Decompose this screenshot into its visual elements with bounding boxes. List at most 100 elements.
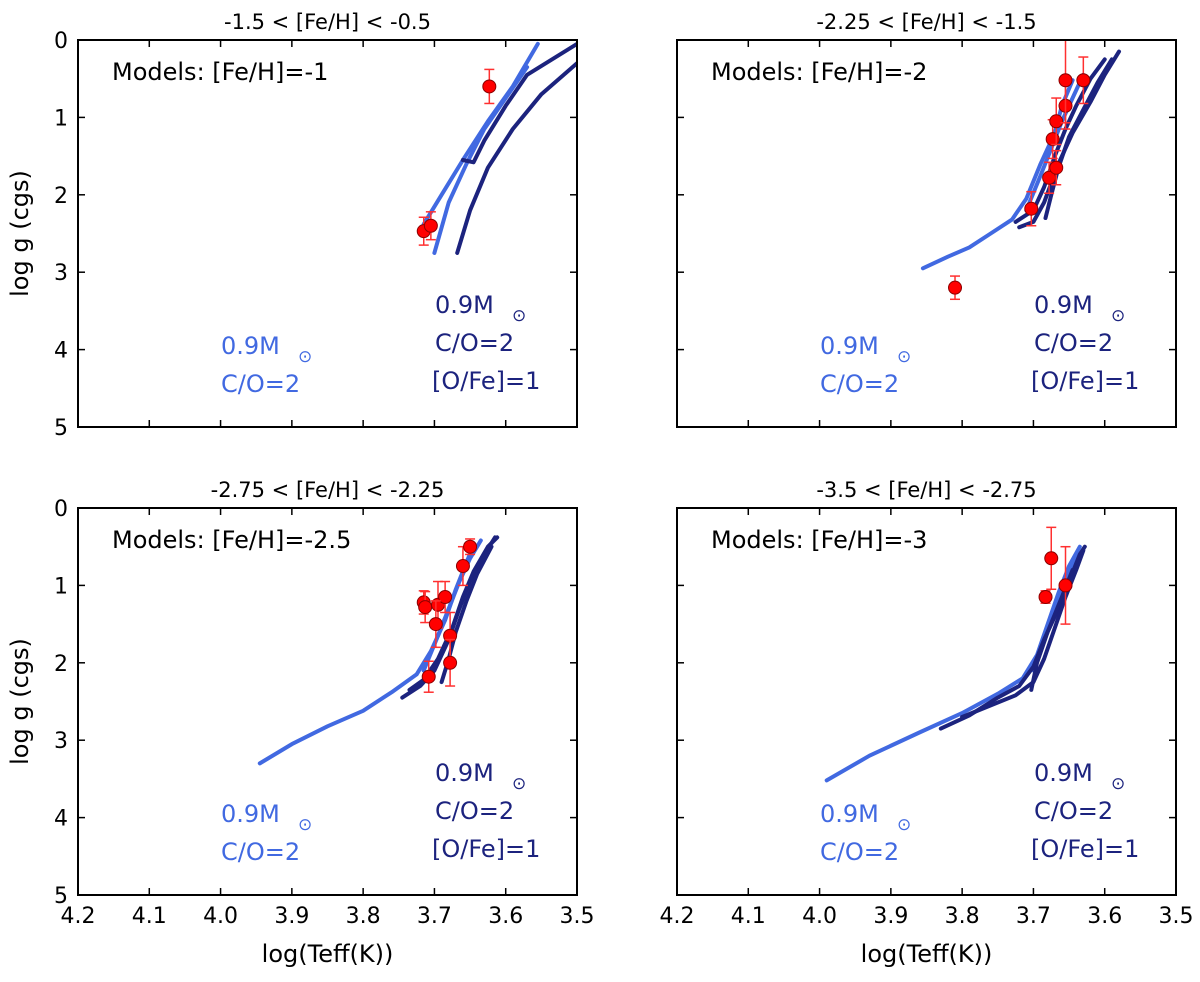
y-tick-label: 5 [54, 884, 68, 909]
x-tick-label: 4.0 [203, 904, 238, 929]
y-tick-label: 3 [54, 261, 68, 286]
dark-model-ofe: [O/Fe]=1 [432, 835, 540, 863]
dark-model-ofe: [O/Fe]=1 [1031, 367, 1139, 395]
star-point-3 [482, 79, 497, 94]
sun-symbol-icon: ⊙ [298, 347, 312, 367]
dark-model-track-3 [460, 41, 577, 165]
x-tick-label: 3.7 [1016, 904, 1051, 929]
light-model-co: C/O=2 [221, 838, 300, 866]
y-tick-label: 2 [54, 184, 68, 209]
x-tick-label: 3.5 [1159, 904, 1194, 929]
y-axis-label: log g (cgs) [6, 170, 34, 297]
model-label: Models: [Fe/H]=-2 [711, 58, 927, 86]
panel-title: -2.75 < [Fe/H] < -2.25 [211, 478, 445, 502]
plot-frame [77, 507, 578, 896]
star-point-9 [1076, 73, 1091, 88]
sun-symbol-icon: ⊙ [512, 306, 526, 326]
x-tick-label: 4.0 [802, 904, 837, 929]
dark-model-co: C/O=2 [1034, 797, 1113, 825]
star-point-3 [1058, 578, 1073, 593]
star-point-7 [443, 655, 458, 670]
x-tick-label: 3.9 [274, 904, 309, 929]
y-axis-label: log g (cgs) [6, 638, 34, 765]
star-point-2 [423, 218, 438, 233]
model-label: Models: [Fe/H]=-1 [112, 58, 328, 86]
star-point-4 [438, 590, 453, 605]
star-point-6 [1049, 114, 1064, 129]
dark-model-co: C/O=2 [435, 329, 514, 357]
star-point-8 [421, 669, 436, 684]
sun-symbol-icon: ⊙ [897, 815, 911, 835]
y-tick-label: 2 [54, 652, 68, 677]
model-curves [824, 544, 1087, 783]
dark-model-track-4 [455, 61, 577, 255]
dark-model-track-3 [938, 544, 1087, 731]
panel-3: 4.2 4.1 4.0 3.9 3.8 3.7 3.6 3.5 0 1 2 3 4 5 -2.75 < [F… [6, 478, 595, 968]
star-point-9 [455, 559, 470, 574]
star-point-2 [1024, 201, 1039, 216]
star-point-5 [1045, 132, 1060, 147]
x-tick-label: 3.5 [560, 904, 595, 929]
star-point-8 [1058, 73, 1073, 88]
dark-model-mass: 0.9M [1034, 759, 1093, 787]
x-tick-label: 4.2 [660, 904, 695, 929]
star-point-10 [463, 539, 478, 554]
x-tick-label: 4.2 [61, 904, 96, 929]
sun-symbol-icon: ⊙ [1111, 774, 1125, 794]
sun-symbol-icon: ⊙ [1111, 306, 1125, 326]
model-curves [920, 49, 1121, 271]
x-tick-label: 3.8 [346, 904, 381, 929]
x-tick-label: 3.8 [945, 904, 980, 929]
panel-title: -1.5 < [Fe/H] < -0.5 [224, 10, 431, 34]
sun-symbol-icon: ⊙ [512, 774, 526, 794]
light-model-co: C/O=2 [820, 838, 899, 866]
y-tick-label: 0 [54, 29, 68, 54]
star-point-4 [1049, 160, 1064, 175]
dark-model-mass: 0.9M [1034, 291, 1093, 319]
panel-2: -2.25 < [Fe/H] < -1.5 Models: [Fe/H]=-2 0.… [676, 10, 1177, 428]
x-tick-label: 3.6 [1087, 904, 1122, 929]
y-tick-label: 4 [54, 807, 68, 832]
dark-model-track-4 [960, 548, 1086, 719]
x-tick-label: 4.1 [731, 904, 766, 929]
y-tick-label: 1 [54, 106, 68, 131]
star-point-2 [418, 600, 433, 615]
x-axis-label: log(Teff(K)) [262, 940, 394, 968]
light-model-mass: 0.9M [221, 800, 280, 828]
y-tick-label: 1 [54, 574, 68, 599]
x-tick-label: 3.6 [488, 904, 523, 929]
y-tick-label: 4 [54, 339, 68, 364]
x-tick-label: 3.7 [417, 904, 452, 929]
dark-model-mass: 0.9M [435, 759, 494, 787]
plot-frame [77, 39, 578, 428]
y-tick-label: 5 [54, 416, 68, 441]
light-model-mass: 0.9M [221, 332, 280, 360]
y-tick-label: 3 [54, 729, 68, 754]
light-model-co: C/O=2 [820, 370, 899, 398]
light-model-mass: 0.9M [820, 800, 879, 828]
x-axis-label: log(Teff(K)) [861, 940, 993, 968]
plot-frame [676, 39, 1177, 428]
light-model-co: C/O=2 [221, 370, 300, 398]
data-points [1038, 526, 1073, 625]
y-tick-label: 0 [54, 497, 68, 522]
data-points [948, 39, 1091, 301]
x-tick-label: 3.9 [873, 904, 908, 929]
panel-title: -2.25 < [Fe/H] < -1.5 [816, 10, 1036, 34]
panel-4: 4.2 4.1 4.0 3.9 3.8 3.7 3.6 3.5 -3.5 < [Fe/H] < … [660, 478, 1194, 968]
model-curves [257, 535, 500, 766]
panel-1: 0 1 2 3 4 5 -1.5 < [Fe/H] < -0.5 log g (cgs) Mod… [6, 10, 578, 441]
dark-model-ofe: [O/Fe]=1 [1031, 835, 1139, 863]
dark-model-co: C/O=2 [1034, 329, 1113, 357]
plot-frame [676, 507, 1177, 896]
star-point-5 [428, 617, 443, 632]
sun-symbol-icon: ⊙ [897, 347, 911, 367]
data-points [416, 68, 497, 246]
model-curves [421, 41, 577, 255]
data-points [416, 538, 478, 693]
light-model-mass: 0.9M [820, 332, 879, 360]
dark-model-track-5 [1043, 57, 1114, 220]
light-model-track-2 [432, 65, 530, 255]
star-point-1 [948, 280, 963, 295]
